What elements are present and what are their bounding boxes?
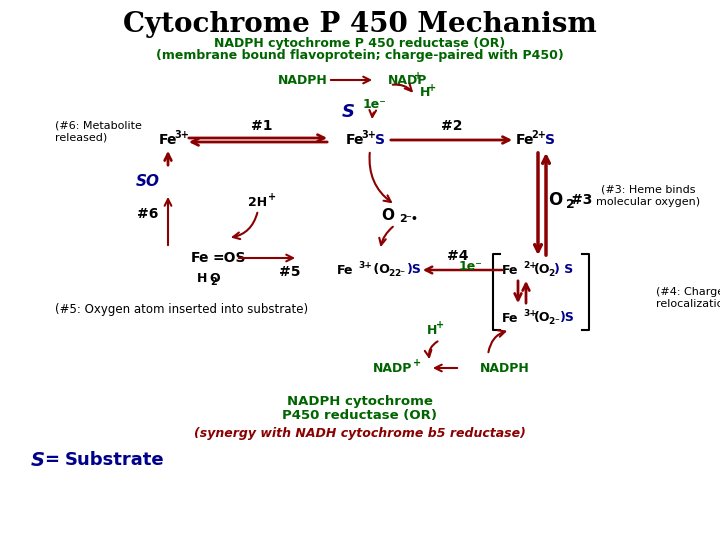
Text: (O: (O (534, 312, 551, 325)
Text: P450 reductase (OR): P450 reductase (OR) (282, 409, 438, 422)
Text: 3+: 3+ (361, 130, 377, 140)
Text: Fe: Fe (516, 133, 534, 147)
Text: Fe: Fe (158, 133, 177, 147)
Text: (membrane bound flavoprotein; charge-paired with P450): (membrane bound flavoprotein; charge-pai… (156, 50, 564, 63)
Text: Fe: Fe (346, 133, 364, 147)
Text: =: = (45, 451, 60, 469)
Text: ) S: ) S (554, 264, 573, 276)
Text: ⁻•: ⁻• (405, 214, 418, 224)
Text: NADPH cytochrome: NADPH cytochrome (287, 395, 433, 408)
Text: =OS: =OS (213, 251, 246, 265)
Text: ⁻: ⁻ (554, 318, 559, 327)
Text: NADPH cytochrome P 450 reductase (OR): NADPH cytochrome P 450 reductase (OR) (215, 37, 505, 50)
Text: (O: (O (369, 264, 390, 276)
Text: Fe: Fe (337, 264, 354, 276)
Text: O: O (548, 191, 562, 209)
Text: 1e⁻: 1e⁻ (458, 260, 482, 273)
Text: +: + (414, 71, 422, 81)
Text: Fe: Fe (502, 312, 518, 325)
Text: Fe: Fe (502, 264, 518, 276)
Text: 2: 2 (566, 198, 575, 211)
Text: H: H (197, 272, 207, 285)
Text: #1: #1 (251, 119, 273, 133)
Text: released): released) (55, 133, 107, 143)
Text: #4: #4 (447, 249, 469, 263)
Text: )S: )S (407, 264, 422, 276)
Text: NADP: NADP (388, 73, 428, 86)
Text: 2: 2 (210, 277, 217, 287)
Text: S: S (31, 450, 45, 469)
Text: relocalization?): relocalization?) (656, 299, 720, 309)
Text: (#6: Metabolite: (#6: Metabolite (55, 121, 142, 131)
Text: (O: (O (534, 264, 551, 276)
Text: 3+: 3+ (358, 260, 372, 269)
Text: 1e⁻: 1e⁻ (363, 98, 387, 111)
Text: +: + (428, 83, 436, 93)
Text: 2H: 2H (248, 195, 268, 208)
Text: #3: #3 (571, 193, 593, 207)
Text: 3+: 3+ (523, 308, 537, 318)
Text: )S: )S (560, 312, 575, 325)
Text: (synergy with NADH cytochrome b5 reductase): (synergy with NADH cytochrome b5 reducta… (194, 427, 526, 440)
Text: H: H (420, 85, 431, 98)
Text: NADPH: NADPH (278, 73, 328, 86)
Text: 2: 2 (548, 269, 554, 279)
Text: O: O (382, 207, 395, 222)
Text: (#5: Oxygen atom inserted into substrate): (#5: Oxygen atom inserted into substrate… (55, 303, 308, 316)
Text: 2+: 2+ (523, 260, 537, 269)
Text: S: S (341, 103, 354, 121)
Text: NADP: NADP (373, 361, 413, 375)
Text: +: + (413, 358, 421, 368)
Text: +: + (268, 192, 276, 202)
Text: O: O (210, 272, 220, 285)
Text: (#4: Charge: (#4: Charge (656, 287, 720, 297)
Text: NADPH: NADPH (480, 361, 530, 375)
Text: (#3: Heme binds: (#3: Heme binds (600, 185, 696, 195)
Text: #6: #6 (138, 207, 158, 221)
Text: SO: SO (136, 174, 160, 190)
Text: 2: 2 (399, 214, 407, 224)
Text: Substrate: Substrate (66, 451, 165, 469)
Text: 3+: 3+ (174, 130, 189, 140)
Text: 2: 2 (388, 269, 395, 279)
Text: H: H (427, 323, 437, 336)
Text: 2⁻: 2⁻ (394, 269, 405, 279)
Text: Cytochrome P 450 Mechanism: Cytochrome P 450 Mechanism (123, 10, 597, 37)
Text: S: S (375, 133, 385, 147)
Text: 2+: 2+ (531, 130, 546, 140)
Text: Fe: Fe (191, 251, 210, 265)
Text: +: + (436, 320, 444, 330)
Text: S: S (545, 133, 555, 147)
Text: 2: 2 (548, 318, 554, 327)
Text: #5: #5 (279, 265, 301, 279)
Text: #2: #2 (441, 119, 463, 133)
Text: molecular oxygen): molecular oxygen) (596, 197, 700, 207)
